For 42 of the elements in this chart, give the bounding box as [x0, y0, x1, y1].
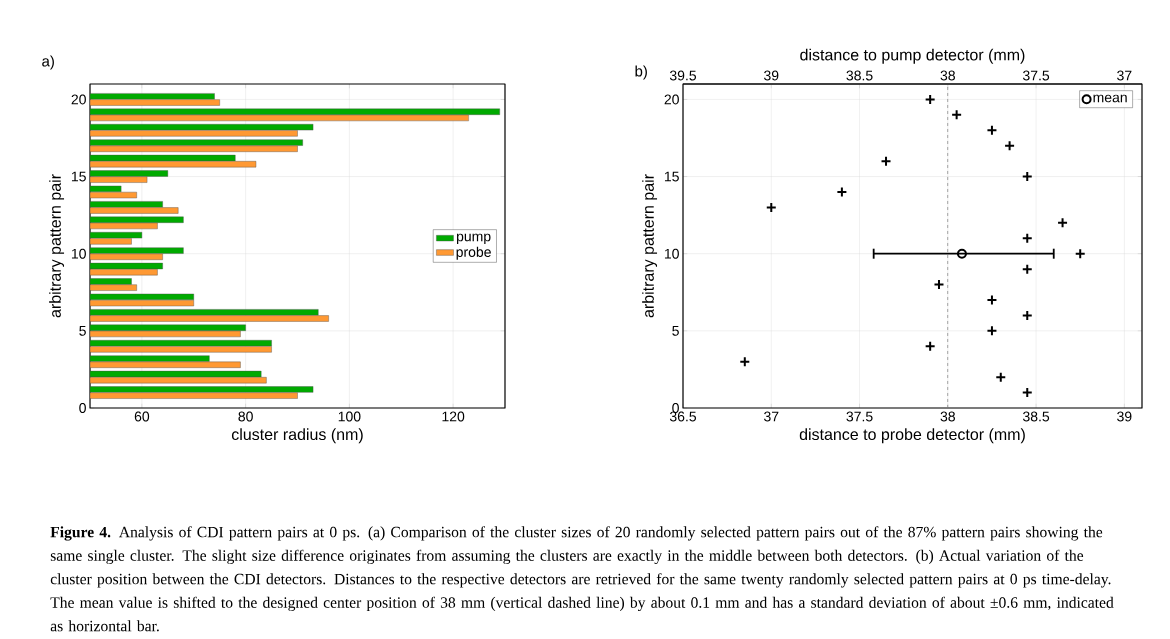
x2-tick-label: 37 [1117, 70, 1132, 81]
x-tick-label: 100 [338, 411, 361, 422]
y-tick-label: 0 [79, 403, 86, 413]
x2-tick-label: 38.5 [846, 70, 873, 81]
x-tick-label: 39 [1117, 411, 1132, 422]
y-tick-label: 0 [672, 403, 679, 413]
x2-tick-label: 38 [940, 70, 955, 81]
x-tick-label: 36.5 [669, 411, 697, 422]
y-tick-label: 20 [71, 94, 86, 105]
y-tick-label: 15 [71, 171, 86, 182]
x-tick-label: 120 [442, 411, 465, 422]
x2-tick-label: 37.5 [1022, 70, 1050, 81]
x-tick-label: 38 [940, 411, 955, 422]
y-tick-label: 5 [79, 325, 86, 336]
point [739, 356, 751, 368]
x2-tick-label: 39 [764, 70, 779, 81]
point [995, 371, 1007, 383]
y-tick-label: 15 [664, 171, 679, 182]
x-tick-label: 37 [764, 411, 779, 422]
y-tick-label: 20 [664, 94, 679, 105]
y-axis-title: arbitrary pattern pair [642, 174, 658, 318]
x2-tick-label: 39.5 [669, 70, 697, 81]
y-tick-label: 10 [664, 248, 679, 259]
x-tick-label: 80 [238, 411, 253, 422]
y-tick-label: 5 [672, 325, 679, 336]
x2-axis-title: distance to pump detector (mm) [800, 48, 1025, 64]
x-tick-label: 38.5 [1022, 411, 1050, 422]
legend-label: probe [456, 246, 491, 260]
point [836, 186, 848, 198]
x-tick-label: 60 [134, 411, 150, 422]
y-axis-title: arbitrary pattern pair [49, 174, 65, 318]
text: Figure 4. Analysis of CDI pattern pairs at 0 ps. (a) Comparison of the cluster sizes of 20 randomly selected pattern pairs out of the 87% pattern pairs showing the same single cluster. The slight size difference originates from assuming the clusters are exactly in the middle between both detectors. (b) Actual variation of the cluster position between the CDI detectors. Distances to the respective detectors are retrieved for the same twenty randomly selected pattern pairs at 0 ps time-delay. The mean value is shifted to the designed center position of 38 mm (vertical dashed line) by about 0.1 mm and has a standard deviation of about ±0.6 mm, indicated as horizontal bar. [50, 526, 1114, 632]
x-axis-title: cluster radius (nm) [231, 428, 363, 444]
y-tick-label: 10 [71, 248, 86, 259]
point [1004, 140, 1016, 152]
point [956, 248, 967, 259]
text: b) [635, 65, 647, 80]
legend-label: mean [1093, 94, 1127, 103]
legend-label: pump [456, 233, 491, 245]
text: a) [42, 55, 54, 70]
x-tick-label: 37.5 [846, 411, 873, 422]
x-axis-title: distance to probe detector (mm) [799, 428, 1025, 444]
